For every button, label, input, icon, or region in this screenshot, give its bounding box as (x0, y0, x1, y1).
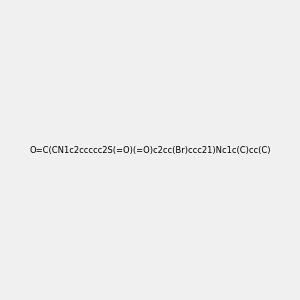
Text: O=C(CN1c2ccccc2S(=O)(=O)c2cc(Br)ccc21)Nc1c(C)cc(C): O=C(CN1c2ccccc2S(=O)(=O)c2cc(Br)ccc21)Nc… (29, 146, 271, 154)
